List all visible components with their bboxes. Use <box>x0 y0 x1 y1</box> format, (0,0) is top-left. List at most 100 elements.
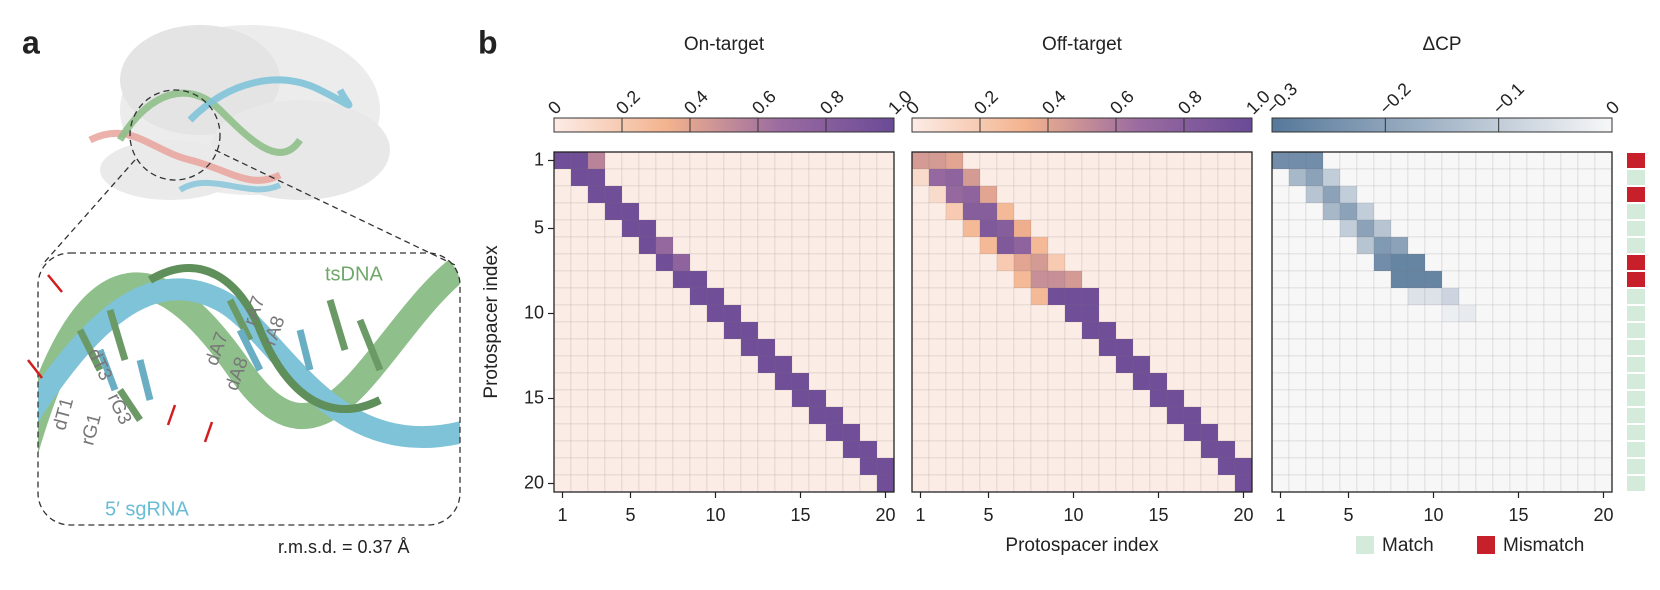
heatmap-cell <box>1234 219 1253 238</box>
heatmap-cell <box>1560 304 1579 323</box>
legend-swatch <box>1356 536 1374 554</box>
heatmap-cell <box>672 253 691 272</box>
heatmap-cell <box>723 151 742 170</box>
heatmap-cell <box>1526 457 1545 476</box>
heatmap-cell <box>1115 287 1134 306</box>
heatmap-cell <box>1132 202 1151 221</box>
heatmap-cell <box>740 457 759 476</box>
heatmap-cell <box>859 406 878 425</box>
heatmap-cell <box>1577 168 1596 187</box>
heatmap-cell <box>672 202 691 221</box>
heatmap-cell <box>1492 355 1511 374</box>
heatmap-cell <box>1132 185 1151 204</box>
heatmap-cell <box>1339 389 1358 408</box>
heatmap-cell <box>1475 457 1494 476</box>
heatmap-cell <box>570 219 589 238</box>
heatmap-cell <box>1424 440 1443 459</box>
heatmap-cell <box>689 321 708 340</box>
heatmap-cell <box>825 474 844 493</box>
heatmap-cell <box>1217 406 1236 425</box>
heatmap-cell <box>962 287 981 306</box>
heatmap-cell <box>945 389 964 408</box>
heatmap-cell <box>808 389 827 408</box>
x-tick-label: 10 <box>705 505 725 525</box>
x-tick-label: 15 <box>1148 505 1168 525</box>
heatmap-cell <box>757 321 776 340</box>
heatmap-cell <box>672 406 691 425</box>
y-tick-label: 5 <box>534 217 544 237</box>
heatmap-cell <box>1390 355 1409 374</box>
heatmap-cell <box>945 202 964 221</box>
heatmap-cell <box>1064 151 1083 170</box>
heatmap-cell <box>808 304 827 323</box>
heatmap-cell <box>672 372 691 391</box>
match-cell <box>1627 306 1645 321</box>
heatmap-cell <box>945 236 964 255</box>
heatmap-cell <box>1424 457 1443 476</box>
heatmap-cell <box>1064 321 1083 340</box>
heatmap-cell <box>689 270 708 289</box>
heatmap-cell <box>842 304 861 323</box>
heatmap-cell <box>1526 236 1545 255</box>
heatmap-cell <box>1509 372 1528 391</box>
colorbar-tick-label: 0.4 <box>1038 86 1070 118</box>
heatmap-cell <box>859 270 878 289</box>
heatmap-cell <box>672 270 691 289</box>
heatmap-cell <box>774 389 793 408</box>
heatmap-cell <box>1047 321 1066 340</box>
heatmap-cell <box>962 389 981 408</box>
heatmap-cell <box>604 168 623 187</box>
heatmap-cell <box>740 151 759 170</box>
heatmap-cell <box>859 423 878 442</box>
heatmap-cell <box>876 287 895 306</box>
heatmap-cell <box>1424 321 1443 340</box>
heatmap-cell <box>621 287 640 306</box>
heatmap-cell <box>1356 474 1375 493</box>
heatmap-cell <box>1475 338 1494 357</box>
heatmap-cell <box>962 151 981 170</box>
heatmap-cell <box>1509 474 1528 493</box>
heatmap-cell <box>859 440 878 459</box>
heatmap-cell <box>1543 253 1562 272</box>
heatmap-cell <box>604 406 623 425</box>
heatmap-cell <box>1098 270 1117 289</box>
heatmap-cell <box>1509 287 1528 306</box>
protein-structure <box>41 25 456 266</box>
heatmap-cell <box>1305 338 1324 357</box>
heatmap-cell <box>1526 202 1545 221</box>
heatmap-cell <box>1030 321 1049 340</box>
heatmap-cell <box>1271 236 1290 255</box>
heatmap-cell <box>1509 304 1528 323</box>
heatmap-cell <box>962 423 981 442</box>
heatmap-cell <box>1115 304 1134 323</box>
heatmap-cell <box>1132 355 1151 374</box>
heatmap-cell <box>876 423 895 442</box>
heatmap-cell <box>1458 253 1477 272</box>
heatmap-cell <box>876 406 895 425</box>
colorbar <box>911 117 1253 133</box>
heatmap-cell <box>672 236 691 255</box>
heatmap-cell <box>570 304 589 323</box>
heatmap-cell <box>1458 474 1477 493</box>
heatmap-cell <box>757 270 776 289</box>
heatmap-cell <box>757 372 776 391</box>
heatmap-cell <box>706 270 725 289</box>
heatmap-cell <box>1271 355 1290 374</box>
heatmap-cell <box>1458 236 1477 255</box>
heatmap-cell <box>1149 236 1168 255</box>
heatmap-cell <box>962 270 981 289</box>
heatmap-cell <box>1081 389 1100 408</box>
heatmap-cell <box>1356 457 1375 476</box>
heatmap-cell <box>655 355 674 374</box>
heatmap-cell <box>1030 185 1049 204</box>
heatmap-cell <box>1305 440 1324 459</box>
heatmap-cell <box>1373 236 1392 255</box>
heatmap-cell <box>1271 304 1290 323</box>
heatmap-cell <box>638 321 657 340</box>
heatmap-cell <box>1115 270 1134 289</box>
heatmap-cell <box>1305 202 1324 221</box>
heatmap-cell <box>1577 253 1596 272</box>
heatmap-cell <box>1390 287 1409 306</box>
heatmap-cell <box>1356 151 1375 170</box>
